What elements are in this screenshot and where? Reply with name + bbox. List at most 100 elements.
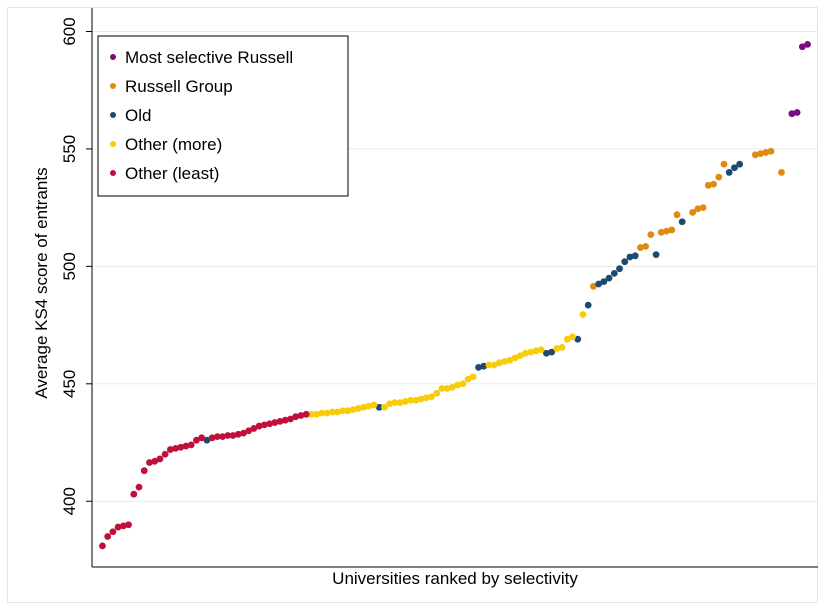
legend-label: Old [125,106,151,125]
data-point [433,389,441,397]
data-point [104,533,112,540]
data-point [407,396,415,404]
data-point [715,173,723,181]
data-point [208,434,216,442]
legend-label: Other (more) [125,135,222,154]
data-point [725,169,733,176]
data-point [443,385,451,392]
data-point [203,436,211,444]
data-point [689,208,697,216]
data-point [642,242,650,250]
data-point [616,265,623,273]
data-point [798,43,806,51]
data-point [704,181,712,189]
legend-label: Russell Group [125,77,233,96]
data-point [109,528,117,536]
data-point [668,226,676,234]
data-point [506,356,514,364]
data-point [631,252,639,260]
y-tick-label: 600 [60,17,79,45]
data-point [678,218,686,226]
data-point [344,407,352,415]
data-point [459,380,467,388]
data-point [558,343,566,351]
data-point [229,432,237,439]
data-point [469,373,477,381]
data-point [193,436,200,444]
data-point [381,403,388,411]
data-point [788,110,796,118]
data-point [349,406,357,414]
data-point [302,410,310,418]
data-point [548,348,556,356]
data-point [543,349,550,357]
data-point [245,427,253,435]
data-point [334,408,341,416]
data-point [485,361,493,369]
data-point [516,352,524,360]
legend-marker [110,112,116,118]
data-point [146,459,153,466]
legend-marker [110,83,116,89]
data-point [532,347,540,355]
legend-label: Other (least) [125,164,219,183]
data-point [396,399,404,406]
outer-frame [7,7,818,603]
data-point [527,348,535,356]
data-point [198,434,206,442]
data-point [694,205,702,213]
data-point [464,375,472,383]
data-point [370,401,378,409]
data-point [156,455,164,463]
data-point [501,358,509,365]
data-point [297,412,305,419]
data-point [224,432,232,439]
axes: 400 450 500 550 600 [60,8,818,568]
data-point [287,415,294,423]
data-point [182,442,190,450]
data-point [255,422,263,430]
data-point [584,301,592,309]
data-point [490,361,498,369]
data-point [657,228,665,236]
legend-box [97,35,349,197]
data-point [605,274,613,282]
data-point [720,160,728,168]
data-point [135,483,143,491]
data-point [438,385,446,392]
data-point [537,346,545,354]
data-point [161,450,169,458]
data-point [360,403,367,411]
data-point [454,381,462,389]
data-point [637,244,644,251]
data-point [177,443,185,451]
x-axis-label: Universities ranked by selectivity [332,569,578,588]
data-point [292,413,300,421]
data-point [266,420,273,428]
data-point [610,270,618,277]
data-point [219,433,226,441]
legend: Most selective Russell Russell Group Old Ot… [97,35,349,197]
data-point [767,147,775,155]
data-point [172,444,179,452]
data-point [480,362,488,370]
data-point [234,430,242,438]
data-point [731,164,738,172]
data-point [412,396,420,404]
data-point [579,311,587,318]
data-point [600,278,608,286]
data-point [213,433,221,441]
data-point [391,399,399,406]
y-axis-label: Average KS4 score of entrants [32,167,51,398]
data-point [647,231,655,239]
data-point [428,393,435,401]
data-point [151,457,159,465]
data-point [130,490,138,498]
data-point [574,335,582,343]
data-point [522,349,529,357]
data-point [673,211,681,219]
data-point [751,151,759,159]
data-point [114,523,122,531]
data-point [553,345,561,352]
